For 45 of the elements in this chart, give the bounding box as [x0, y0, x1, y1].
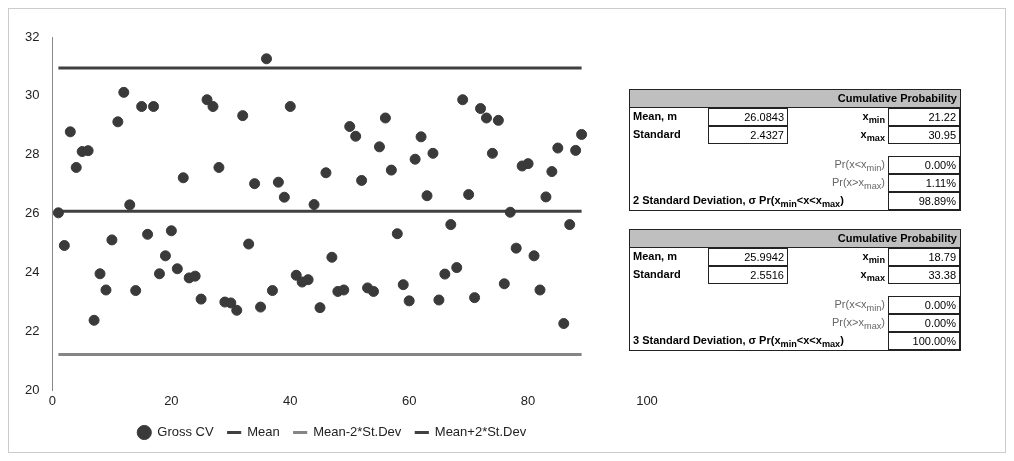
y-tick-label: 20	[24, 381, 40, 397]
y-tick-label: 28	[24, 146, 40, 162]
x-tick-label: 20	[164, 392, 179, 408]
legend-label: Gross CV	[157, 424, 214, 440]
y-tick-label: 26	[24, 205, 40, 221]
text: x$_{max}$	[859, 127, 886, 144]
annotation: Mean, m	[632, 249, 678, 264]
x-tick-label: 40	[283, 392, 298, 408]
text: Pr(x<x$_{min}$)	[833, 297, 886, 314]
legend-label: Mean-2*St.Dev	[313, 424, 402, 440]
text: 2.5516	[708, 266, 788, 284]
legend-label: Mean+2*St.Dev	[434, 424, 527, 440]
text: 18.79	[888, 248, 960, 266]
y-tick-label: 22	[24, 323, 40, 339]
text: 1.11%	[888, 174, 960, 192]
legend-label: Mean	[247, 424, 280, 440]
text: 25.9942	[708, 248, 788, 266]
text: 33.38	[888, 266, 960, 284]
annotation: Standard	[632, 267, 682, 282]
text: Pr(x>x$_{max}$)	[830, 315, 886, 332]
text: 21.22	[888, 108, 960, 126]
text: 0.00%	[888, 314, 960, 332]
x-tick-label: 60	[401, 392, 417, 408]
text: 0.00%	[888, 156, 960, 174]
text: 0.00%	[888, 296, 960, 314]
text: 100.00%	[888, 332, 960, 350]
text: x$_{min}$	[861, 109, 886, 126]
y-tick-label: 32	[24, 28, 40, 44]
text: 2.4327	[708, 126, 788, 144]
text: Pr(x>x$_{max}$)	[830, 175, 886, 192]
y-tick-label: 30	[24, 87, 40, 103]
text: x$_{min}$	[861, 249, 886, 266]
x-tick-label: 80	[520, 392, 536, 408]
y-tick-label: 24	[24, 264, 40, 280]
text: 30.95	[888, 126, 960, 144]
annotation: Mean, m	[632, 109, 678, 124]
x-tick-label: 0	[48, 392, 57, 408]
annotation: 2 Standard Deviation, σ Pr(x$_{min}$<x<x$_{max}$)	[632, 193, 845, 210]
text: x$_{max}$	[859, 267, 886, 284]
text: 26.0843	[708, 108, 788, 126]
text: Pr(x<x$_{min}$)	[833, 157, 886, 174]
text: 98.89%	[888, 192, 960, 210]
x-tick-label: 100	[636, 392, 658, 408]
annotation: Standard	[632, 127, 682, 142]
annotation: 3 Standard Deviation, σ Pr(x$_{min}$<x<x$_{max}$)	[632, 333, 845, 350]
